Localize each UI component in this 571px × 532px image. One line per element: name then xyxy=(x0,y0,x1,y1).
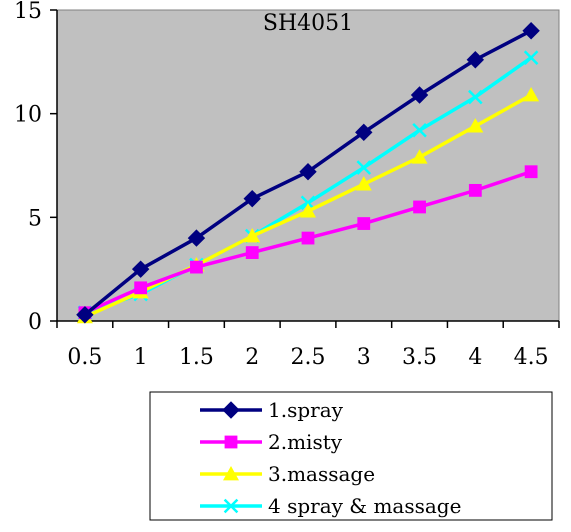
data-point xyxy=(466,51,485,69)
legend-marker xyxy=(223,466,239,481)
data-point xyxy=(412,122,427,138)
x-tick-label: 3.5 xyxy=(402,345,437,370)
x-marker-stroke xyxy=(356,160,372,175)
x-tick-label: 1 xyxy=(134,345,148,370)
data-point xyxy=(468,89,483,105)
data-point xyxy=(524,165,538,179)
y-tick-label: 5 xyxy=(28,206,42,231)
legend-item-2: 2.misty xyxy=(200,430,343,454)
data-point xyxy=(245,246,259,259)
legend-label: 1.spray xyxy=(268,398,344,422)
data-point xyxy=(131,260,150,278)
y-tick-label: 0 xyxy=(28,310,42,335)
data-point xyxy=(410,86,429,104)
legend-item-3: 3.massage xyxy=(200,462,375,486)
data-point xyxy=(190,260,203,274)
x-tick-label: 3 xyxy=(357,345,371,370)
data-point xyxy=(523,87,540,102)
chart-title: SH4051 xyxy=(263,11,353,36)
legend-marker xyxy=(222,401,240,419)
x-marker-stroke xyxy=(468,89,483,105)
y-tick-label: 15 xyxy=(14,0,42,24)
x-tick-label: 4.5 xyxy=(514,345,549,370)
legend-marker xyxy=(223,498,239,514)
data-point xyxy=(467,118,484,133)
data-point xyxy=(76,306,94,324)
data-point xyxy=(522,22,540,40)
x-tick-label: 1.5 xyxy=(179,345,214,370)
legend-marker xyxy=(224,435,238,449)
data-point xyxy=(300,195,316,211)
x-marker-stroke xyxy=(223,498,239,514)
data-point xyxy=(356,160,372,175)
x-tick-label: 0.5 xyxy=(67,345,102,370)
legend-item-4: 4 spray & massage xyxy=(200,494,461,518)
x-marker-stroke xyxy=(523,50,539,65)
data-point xyxy=(355,123,373,142)
data-point xyxy=(413,200,426,214)
series-1 xyxy=(76,22,540,324)
legend-label: 4 spray & massage xyxy=(268,494,461,518)
data-point xyxy=(411,149,428,164)
data-point xyxy=(468,183,482,197)
x-tick-label: 4 xyxy=(468,345,482,370)
legend-label: 3.massage xyxy=(268,462,375,486)
y-axis: 0 5 10 15 xyxy=(14,0,58,335)
series-layer xyxy=(76,22,540,324)
x-marker-stroke xyxy=(412,122,427,138)
data-point xyxy=(523,50,539,65)
data-point xyxy=(300,203,316,218)
data-point xyxy=(299,163,317,181)
data-point xyxy=(357,217,371,230)
legend-label: 2.misty xyxy=(268,430,343,454)
legend-box xyxy=(149,391,553,521)
data-point xyxy=(187,229,206,247)
data-point xyxy=(244,227,261,243)
data-point xyxy=(355,176,372,191)
x-marker-stroke xyxy=(300,195,316,211)
x-tick-label: 2 xyxy=(245,345,259,370)
data-point xyxy=(134,281,148,295)
data-point xyxy=(243,189,261,208)
x-tick-label: 2.5 xyxy=(291,345,326,370)
x-axis: 0.5 1 1.5 2 2.5 3 3.5 4 4.5 xyxy=(56,320,560,370)
series-3 xyxy=(76,87,540,324)
y-tick-label: 10 xyxy=(14,103,42,128)
data-point xyxy=(301,231,315,245)
legend: 1.spray 2.misty 3.massage 4 spray & massage xyxy=(149,391,553,521)
legend-item-1: 1.spray xyxy=(200,398,344,422)
